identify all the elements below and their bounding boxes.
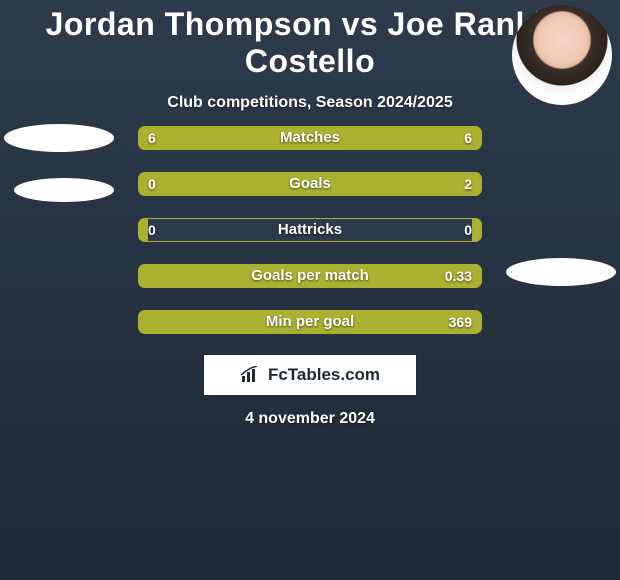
stat-row-matches: 6 Matches 6 [138, 126, 482, 150]
player2-avatar [512, 5, 612, 105]
stat-row-goals-per-match: Goals per match 0.33 [138, 264, 482, 288]
stat-value-right: 6 [464, 126, 472, 150]
stat-row-min-per-goal: Min per goal 369 [138, 310, 482, 334]
stat-label: Hattricks [138, 218, 482, 242]
stat-value-right: 369 [449, 310, 472, 334]
stat-label: Goals per match [138, 264, 482, 288]
stat-label: Goals [138, 172, 482, 196]
stat-label: Min per goal [138, 310, 482, 334]
brand-text: FcTables.com [268, 365, 380, 385]
vs-label: vs [342, 6, 379, 42]
stat-value-right: 0.33 [445, 264, 472, 288]
stat-value-right: 0 [464, 218, 472, 242]
brand-box: FcTables.com [203, 354, 417, 396]
stat-row-hattricks: 0 Hattricks 0 [138, 218, 482, 242]
date-stamp: 4 november 2024 [0, 410, 620, 428]
chart-icon [240, 366, 262, 384]
player2-club-badge [506, 258, 616, 286]
stat-label: Matches [138, 126, 482, 150]
subtitle: Club competitions, Season 2024/2025 [0, 94, 620, 112]
comparison-infographic: Jordan Thompson vs Joe Rankin-Costello C… [0, 0, 620, 580]
player1-name: Jordan Thompson [46, 6, 333, 42]
stat-row-goals: 0 Goals 2 [138, 172, 482, 196]
avatar-image [512, 5, 612, 105]
stat-bars: 6 Matches 6 0 Goals 2 0 Hattricks 0 Goal… [138, 126, 482, 356]
player1-club-badge-2 [14, 178, 114, 202]
player1-club-badge-1 [4, 124, 114, 152]
stat-value-right: 2 [464, 172, 472, 196]
